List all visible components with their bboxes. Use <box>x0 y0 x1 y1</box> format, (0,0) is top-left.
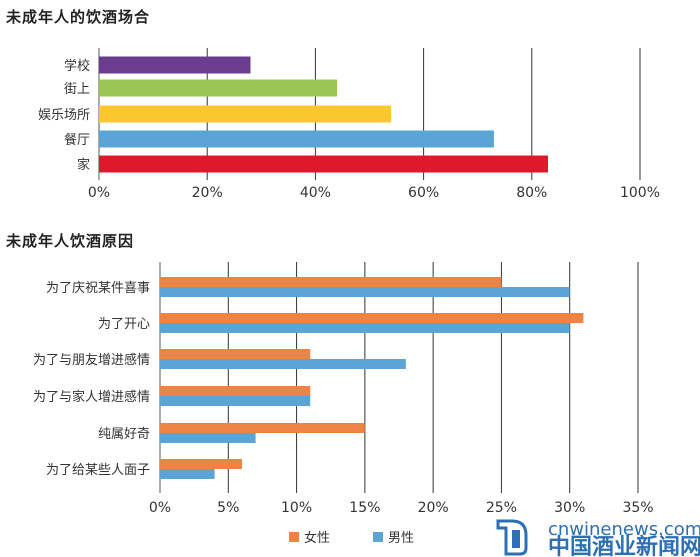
chart1-bar <box>99 105 392 123</box>
chart2-legend-label: 男性 <box>388 531 414 546</box>
chart2-bar-female <box>160 386 311 396</box>
chart1-tick-label: 60% <box>408 185 439 201</box>
chart2-bar-female <box>160 313 584 323</box>
chart2-legend-swatch <box>289 532 299 542</box>
chart1-title: 未成年人的饮酒场合 <box>6 8 151 26</box>
chart1-bar <box>99 155 549 173</box>
chart2-bar-female <box>160 423 365 433</box>
chart1-category-label: 娱乐场所 <box>38 108 90 123</box>
chart2-bar-male <box>160 469 215 479</box>
chart2-bar-female <box>160 349 311 359</box>
chart2-category-label: 为了庆祝某件喜事 <box>46 281 150 296</box>
chart1-category-label: 餐厅 <box>64 132 90 148</box>
chart1-tick-label: 0% <box>88 185 110 201</box>
chart1-tick-label: 80% <box>516 185 547 201</box>
chart2-bar-female <box>160 459 242 469</box>
chart2-tick-label: 15% <box>349 500 380 516</box>
chart2-bar-male <box>160 287 570 297</box>
chart2-title: 未成年人饮酒原因 <box>6 232 135 250</box>
chart2-bar-male <box>160 396 311 406</box>
chart2-bar-female <box>160 277 502 287</box>
watermark-logo-icon <box>512 530 520 548</box>
watermark-domain: cnwinenews.com <box>548 519 700 540</box>
chart2-tick-label: 5% <box>217 500 239 516</box>
chart2-bar-male <box>160 323 570 333</box>
chart1-tick-label: 20% <box>192 185 223 201</box>
chart1-tick-label: 100% <box>620 185 660 201</box>
chart1-category-label: 家 <box>77 157 90 173</box>
chart2-bar-male <box>160 433 256 443</box>
chart1-category-label: 学校 <box>64 58 90 74</box>
watermark-logo-icon <box>496 519 528 556</box>
watermark-name: 中国酒业新闻网 <box>548 534 700 557</box>
chart2-bar-male <box>160 359 406 369</box>
chart2-tick-label: 30% <box>554 500 585 516</box>
chart2-legend-label: 女性 <box>304 530 330 546</box>
chart1-bar <box>99 79 338 97</box>
chart2-category-label: 纯属好奇 <box>98 426 150 442</box>
chart2-legend-swatch <box>373 532 383 542</box>
chart2-category-label: 为了与朋友增进感情 <box>33 352 150 368</box>
chart2-tick-label: 10% <box>281 500 312 516</box>
chart2-category-label: 为了给某些人面子 <box>46 463 150 478</box>
chart1-tick-label: 40% <box>300 185 331 201</box>
chart2-tick-label: 25% <box>486 500 517 516</box>
chart2-tick-label: 20% <box>418 500 449 516</box>
chart2-tick-label: 35% <box>622 500 653 516</box>
chart2-category-label: 为了与家人增进感情 <box>33 389 150 405</box>
chart2-tick-label: 0% <box>149 500 171 516</box>
chart1-bar <box>99 56 251 74</box>
chart1-bar <box>99 130 494 148</box>
chart1-category-label: 街上 <box>64 82 90 97</box>
chart2-category-label: 为了开心 <box>98 317 150 332</box>
